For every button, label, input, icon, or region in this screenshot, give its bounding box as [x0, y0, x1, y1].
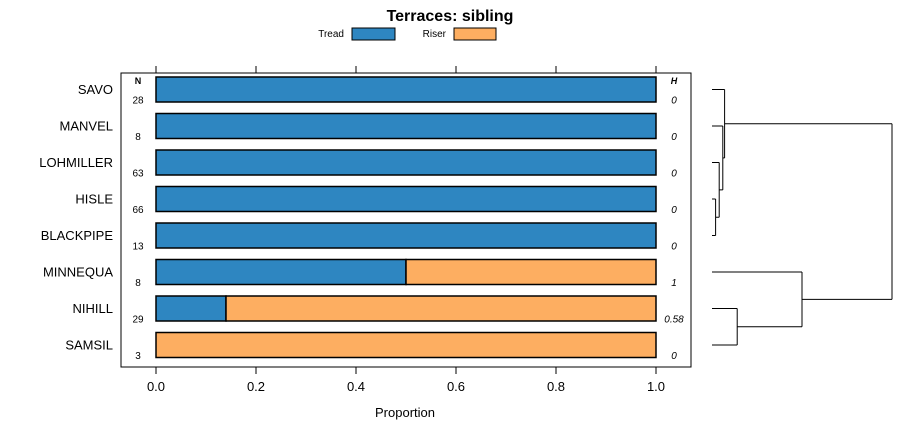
- bar-tread-manvel: [155, 112, 657, 140]
- category-label-minnequa: MINNEQUA: [43, 265, 113, 280]
- x-tick-label-0: 0.0: [147, 379, 165, 394]
- plot-frame: [120, 72, 692, 368]
- h-value-samsil: 0: [671, 351, 677, 362]
- n-value-savo: 28: [132, 96, 144, 107]
- bar-tread-savo: [155, 76, 657, 103]
- n-value-nihill: 29: [132, 315, 144, 326]
- n-value-hisle: 66: [132, 205, 144, 216]
- category-labels: SAVO MANVEL LOHMILLER HISLE BLACKPIPE MINNEQU…: [39, 82, 113, 353]
- h-value-manvel: 0: [671, 132, 677, 143]
- h-value-nihill: 0.58: [664, 315, 684, 326]
- category-label-samsil: SAMSIL: [65, 338, 113, 353]
- x-tick-label-4: 0.8: [547, 379, 565, 394]
- h-value-minnequa: 1: [671, 278, 677, 289]
- legend-swatch-tread: [351, 27, 396, 41]
- bar-tread-blackpipe: [155, 222, 657, 249]
- x-axis-label: Proportion: [375, 405, 435, 420]
- n-value-lohmiller: 63: [132, 169, 144, 180]
- bar-riser-samsil: [155, 331, 657, 359]
- chart-title: Terraces: sibling: [387, 8, 514, 25]
- h-value-savo: 0: [671, 96, 677, 107]
- bar-riser-nihill: [225, 295, 657, 322]
- legend-label-tread: Tread: [318, 29, 344, 40]
- dendrogram: [712, 89, 893, 346]
- x-tick-label-3: 0.6: [447, 379, 465, 394]
- category-label-savo: SAVO: [78, 82, 113, 97]
- bars-layer: [155, 76, 657, 359]
- category-label-manvel: MANVEL: [60, 119, 113, 134]
- n-values: 28 8 63 66 13 8 29 3: [132, 96, 144, 363]
- h-values: 0 0 0 0 0 1 0.58 0: [664, 96, 684, 363]
- category-label-nihill: NIHILL: [73, 301, 113, 316]
- category-label-lohmiller: LOHMILLER: [39, 155, 113, 170]
- bar-riser-minnequa: [405, 258, 657, 286]
- legend: Tread Riser: [318, 27, 497, 41]
- bar-tread-minnequa: [155, 258, 407, 286]
- bar-tread-lohmiller: [155, 149, 657, 176]
- n-value-minnequa: 8: [135, 278, 141, 289]
- h-value-hisle: 0: [671, 205, 677, 216]
- bar-tread-hisle: [155, 185, 657, 213]
- legend-swatch-riser: [453, 27, 497, 41]
- h-value-lohmiller: 0: [671, 169, 677, 180]
- category-label-blackpipe: BLACKPIPE: [41, 228, 114, 243]
- n-value-manvel: 8: [135, 132, 141, 143]
- x-tick-label-2: 0.4: [347, 379, 365, 394]
- n-value-blackpipe: 13: [132, 242, 144, 253]
- h-column-header: H: [671, 76, 678, 86]
- n-column-header: N: [135, 76, 142, 86]
- legend-label-riser: Riser: [423, 29, 447, 40]
- x-tick-label-5: 1.0: [647, 379, 665, 394]
- n-value-samsil: 3: [135, 351, 141, 362]
- h-value-blackpipe: 0: [671, 242, 677, 253]
- x-axis-ticks: 0.0 0.2 0.4 0.6 0.8 1.0: [147, 66, 665, 394]
- category-label-hisle: HISLE: [75, 192, 113, 207]
- bar-tread-nihill: [155, 295, 227, 322]
- x-tick-label-1: 0.2: [247, 379, 265, 394]
